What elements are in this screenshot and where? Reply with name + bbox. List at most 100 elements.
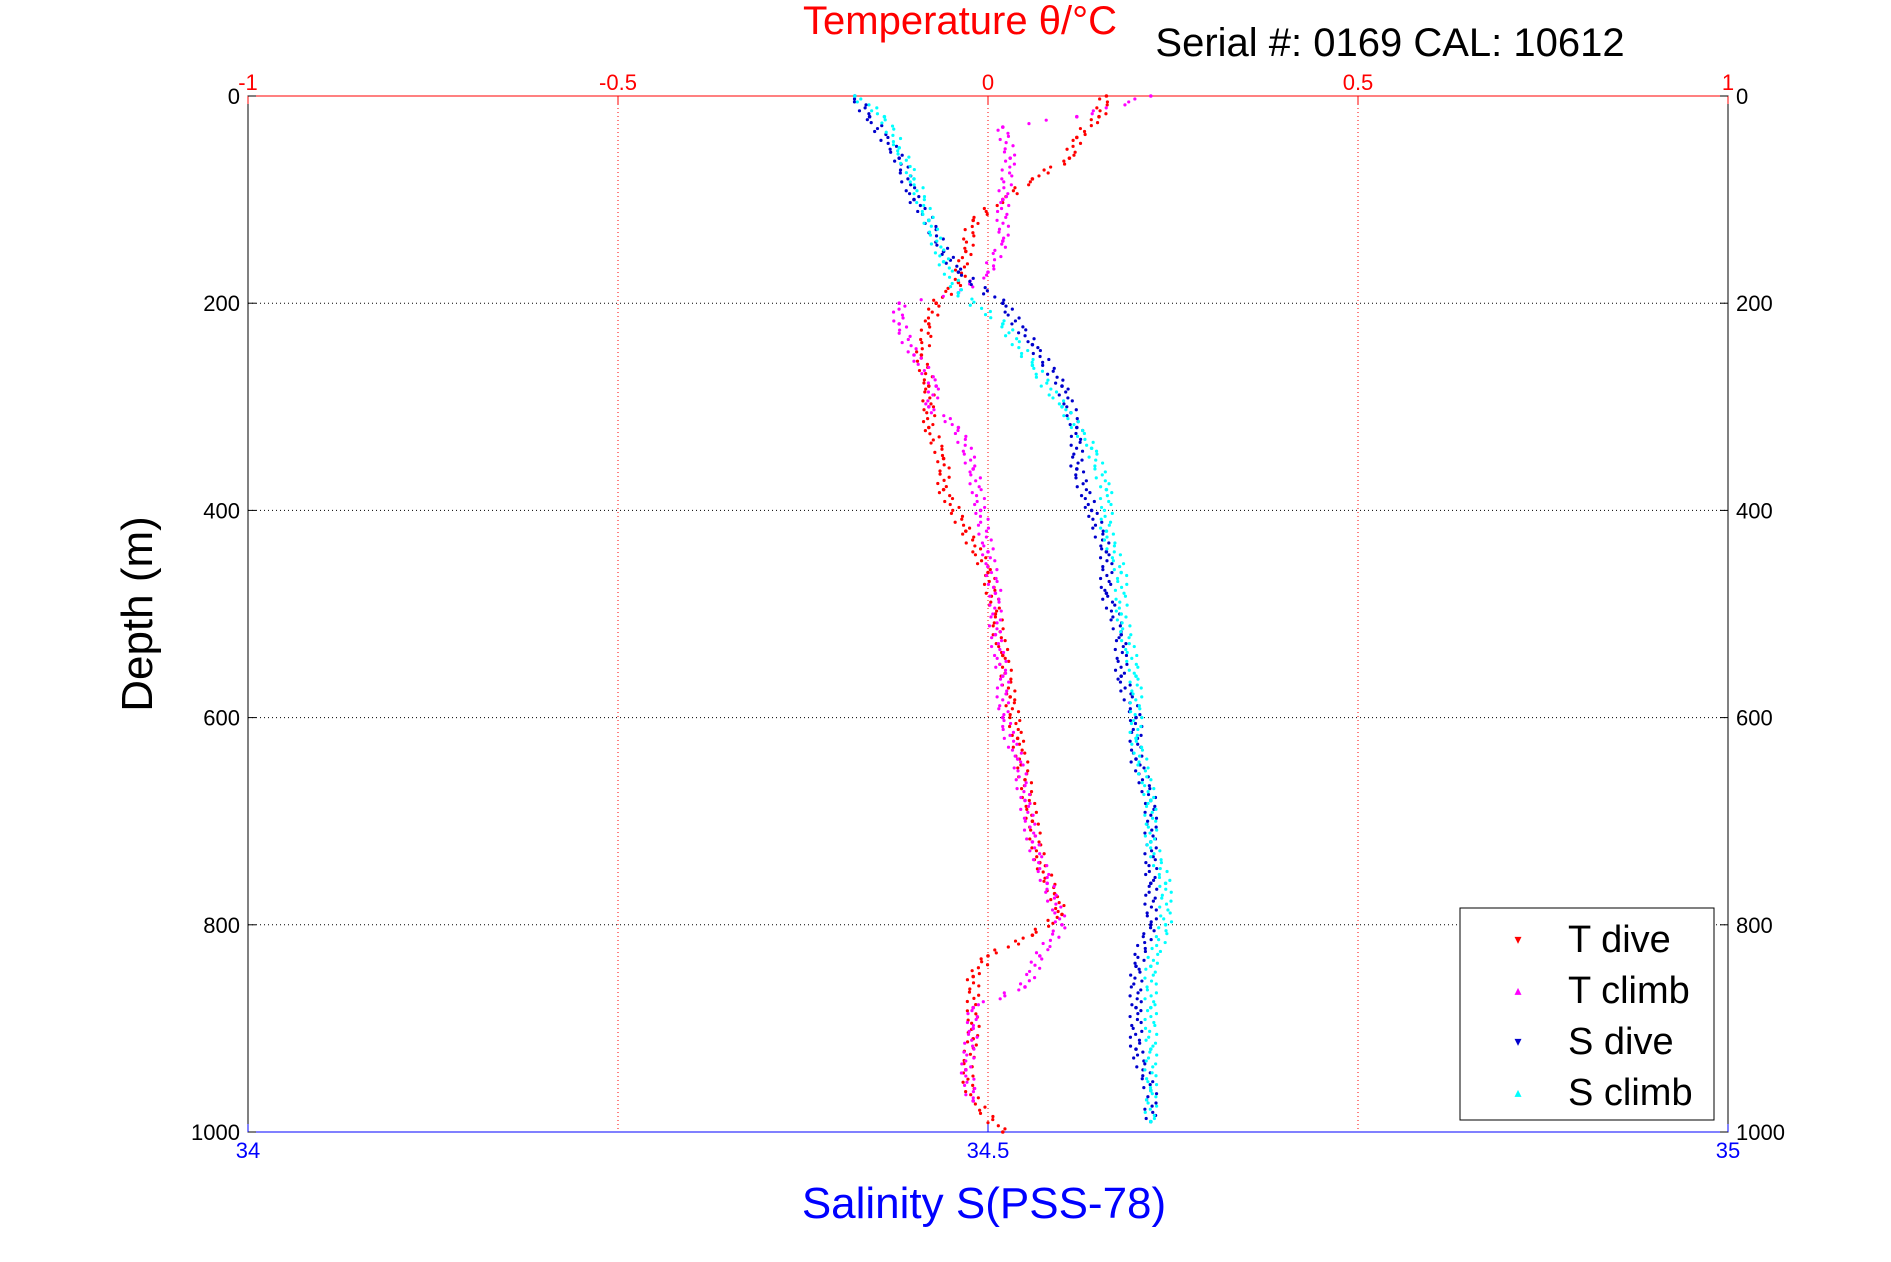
- data-point: [1075, 114, 1079, 119]
- data-point: [1155, 887, 1159, 891]
- data-point: [967, 1029, 971, 1033]
- data-point: [1010, 707, 1014, 711]
- data-point: [982, 496, 987, 501]
- data-point: [1135, 683, 1139, 687]
- data-point: [1118, 624, 1122, 628]
- data-point: [921, 399, 925, 403]
- data-point: [1024, 804, 1028, 809]
- data-point: [1094, 476, 1098, 480]
- data-point: [1058, 917, 1062, 921]
- data-point: [1151, 816, 1155, 820]
- data-point: [1018, 718, 1022, 723]
- data-point: [991, 251, 995, 256]
- data-point: [994, 951, 998, 955]
- data-point: [867, 103, 871, 107]
- data-point: [1112, 568, 1116, 572]
- data-point: [1060, 405, 1064, 409]
- data-point: [1022, 816, 1027, 820]
- data-point: [973, 1086, 977, 1091]
- data-point: [963, 461, 967, 465]
- data-point: [942, 272, 947, 276]
- data-point: [1128, 680, 1132, 684]
- data-point: [1119, 585, 1124, 589]
- data-point: [1121, 644, 1125, 649]
- data-point: [956, 294, 960, 298]
- data-point: [1133, 961, 1137, 965]
- data-point: [1041, 363, 1045, 367]
- data-point: [928, 233, 933, 237]
- data-point: [1062, 914, 1067, 918]
- data-point: [927, 405, 931, 409]
- data-point: [1019, 730, 1023, 735]
- data-point: [985, 212, 989, 216]
- data-point: [1016, 710, 1021, 714]
- data-point: [972, 1077, 976, 1081]
- data-point: [1076, 420, 1081, 424]
- data-point: [1130, 1003, 1134, 1007]
- data-point: [1129, 760, 1133, 764]
- data-point: [1071, 144, 1075, 148]
- data-point: [1098, 556, 1103, 560]
- data-point: [1016, 766, 1020, 770]
- data-point: [997, 227, 1002, 231]
- data-point: [907, 192, 912, 196]
- data-point: [1001, 197, 1005, 202]
- data-point: [948, 417, 952, 421]
- data-point: [900, 153, 904, 157]
- data-point: [974, 1043, 978, 1047]
- data-point: [1018, 982, 1023, 986]
- data-point: [1062, 159, 1066, 163]
- data-point: [1005, 689, 1009, 693]
- data-point: [1006, 224, 1011, 228]
- data-point: [1066, 396, 1070, 400]
- data-point: [1065, 414, 1069, 418]
- data-point: [977, 485, 981, 489]
- data-point: [1097, 114, 1101, 119]
- data-point: [904, 325, 909, 329]
- data-point: [964, 1074, 968, 1078]
- data-point: [1087, 514, 1091, 518]
- data-point: [971, 1096, 975, 1100]
- data-point: [1139, 686, 1143, 690]
- data-point: [1152, 1116, 1157, 1121]
- data-point: [1030, 846, 1034, 850]
- data-point: [1051, 921, 1055, 925]
- data-point: [966, 1032, 971, 1036]
- data-point: [971, 1026, 975, 1031]
- data-point: [964, 434, 968, 438]
- data-point: [1147, 784, 1151, 788]
- data-point: [1122, 591, 1126, 595]
- data-point: [924, 372, 928, 376]
- data-point: [950, 422, 954, 427]
- data-point: [1009, 668, 1013, 672]
- data-point: [995, 627, 999, 631]
- data-point: [1069, 425, 1073, 430]
- data-point: [936, 460, 940, 464]
- data-point: [1006, 745, 1011, 749]
- data-point: [1138, 707, 1142, 711]
- data-point: [1001, 727, 1005, 732]
- data-point: [993, 559, 997, 563]
- data-point: [891, 143, 896, 147]
- data-point: [1000, 665, 1005, 669]
- data-point: [1114, 609, 1118, 613]
- data-point: [1017, 742, 1022, 746]
- data-point: [1154, 1083, 1159, 1087]
- data-point: [1091, 440, 1095, 444]
- data-point: [936, 396, 940, 400]
- data-point: [1037, 843, 1041, 847]
- data-point: [949, 511, 954, 515]
- data-point: [867, 112, 871, 116]
- data-point: [1027, 798, 1031, 803]
- data-point: [927, 218, 931, 223]
- data-point: [1155, 1104, 1159, 1108]
- data-point: [962, 452, 966, 456]
- data-point: [1122, 671, 1127, 675]
- data-point: [1015, 787, 1019, 791]
- data-point: [984, 591, 988, 595]
- data-point: [977, 993, 981, 997]
- data-point: [1143, 810, 1147, 814]
- data-point: [1146, 819, 1150, 823]
- data-point: [1075, 485, 1079, 489]
- data-point: [1004, 334, 1008, 338]
